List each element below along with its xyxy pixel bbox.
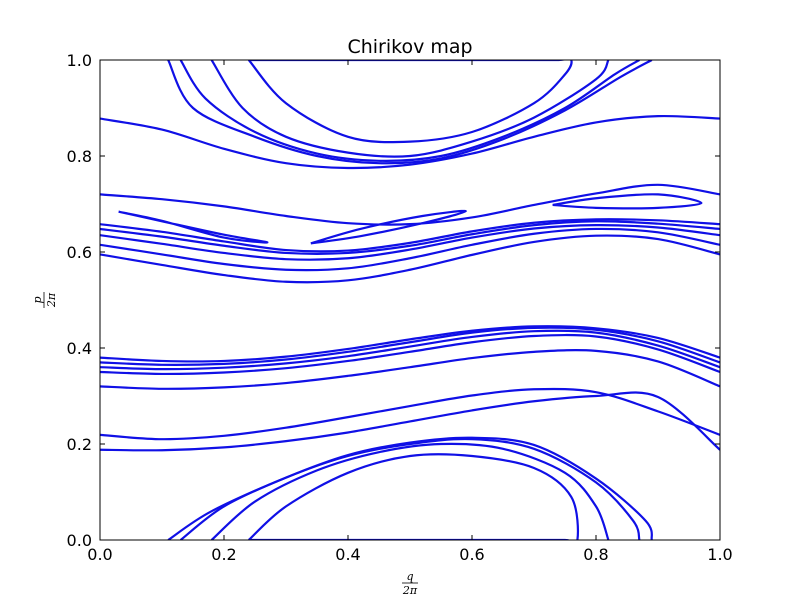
y-axis-label-numerator: p: [31, 296, 44, 303]
x-tick-label: 0.6: [459, 545, 484, 564]
y-tick-label: 0.0: [67, 531, 92, 550]
x-axis-label-numerator: q: [406, 570, 413, 583]
y-tick-label: 0.8: [67, 147, 92, 166]
y-tick-label: 0.2: [67, 435, 92, 454]
y-tick-label: 0.4: [67, 339, 92, 358]
y-axis-label-denominator: 2π: [45, 292, 58, 308]
x-axis-label-denominator: 2π: [402, 584, 418, 597]
y-tick-label: 0.6: [67, 243, 92, 262]
chart-title: Chirikov map: [347, 36, 472, 58]
x-tick-label: 0.2: [211, 545, 236, 564]
x-tick-label: 0.4: [335, 545, 360, 564]
x-tick-label: 1.0: [707, 545, 732, 564]
y-tick-label: 1.0: [67, 51, 92, 70]
x-tick-label: 0.8: [583, 545, 608, 564]
